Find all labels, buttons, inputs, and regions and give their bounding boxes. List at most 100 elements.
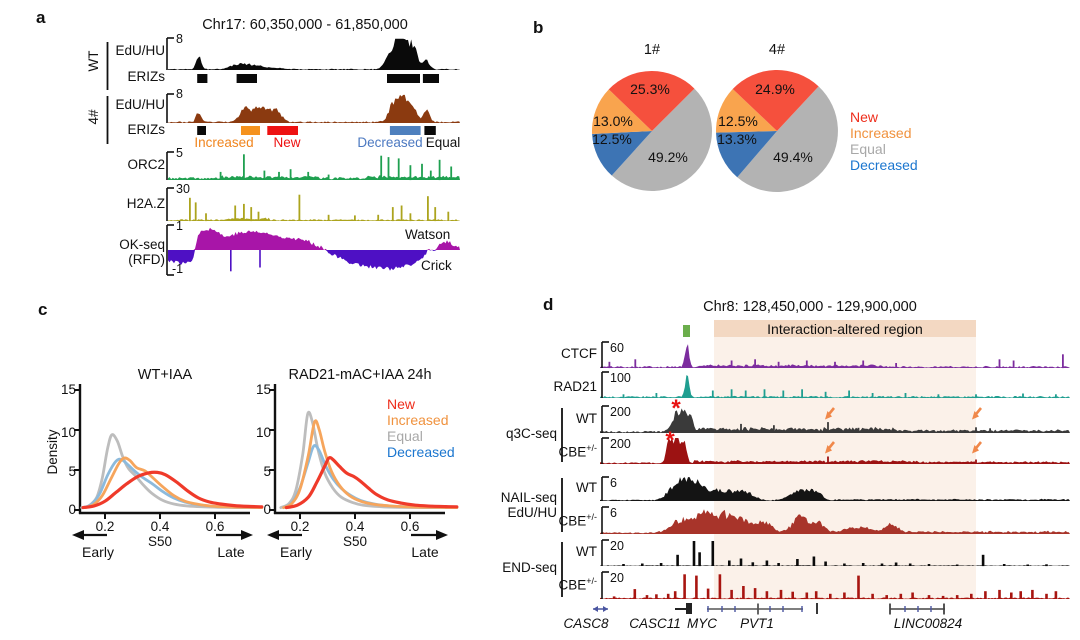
density-curve-new	[284, 455, 459, 510]
legend-b-increased: Increased	[850, 125, 912, 141]
signal-bar	[683, 574, 686, 599]
signal-bar	[984, 591, 987, 599]
scale-ctcf: 60	[610, 341, 624, 355]
signal-spike	[377, 214, 380, 221]
signal-bar	[796, 559, 799, 566]
scale-h2az: 30	[176, 182, 190, 196]
signal-bar	[659, 563, 663, 566]
ytick-10-left: 10	[60, 425, 76, 440]
legend-c-decreased: Decreased	[387, 444, 455, 460]
pie2-label-decreased: 13.3%	[717, 131, 757, 147]
signal-bar	[739, 558, 743, 566]
orange-arrow-head	[972, 411, 979, 420]
xtick-06-right: 0.6	[400, 519, 420, 534]
signal-bar	[730, 589, 733, 599]
signal-spike	[438, 159, 441, 181]
signal-spike	[801, 389, 803, 399]
signal-spike	[1022, 393, 1024, 398]
pie1-title: 1#	[643, 42, 661, 58]
signal-bar	[911, 592, 914, 599]
group-label-q3c: q3C-seq	[505, 426, 557, 441]
signal-spike	[1012, 360, 1015, 368]
signal-spike	[278, 171, 280, 180]
asterisk-marker: *	[671, 395, 681, 422]
signal-bar	[857, 575, 860, 599]
signal-bar	[941, 595, 945, 599]
signal-bar	[927, 564, 931, 566]
signal-spike	[622, 394, 625, 399]
xtick-04-right: 0.4	[345, 519, 365, 534]
eriz-box	[241, 126, 260, 135]
signal-spike	[763, 389, 766, 399]
signal-spike	[263, 170, 266, 180]
signal-spike	[354, 215, 356, 221]
signal-spike	[805, 360, 808, 368]
signal-spike	[989, 428, 991, 433]
ytick-15-right: 15	[255, 382, 271, 397]
scale-nail-cbe: 6	[610, 506, 617, 520]
signal-track	[600, 509, 1070, 534]
signal-bar	[829, 593, 832, 599]
signal-bar	[1010, 592, 1013, 599]
gene-glyph-arrow	[593, 606, 598, 612]
signal-spike	[289, 169, 292, 180]
panel-a-title: Chr17: 60,350,000 - 61,850,000	[202, 17, 408, 33]
signal-spike	[327, 214, 330, 221]
signal-track	[168, 217, 460, 221]
signal-bar	[655, 594, 658, 599]
signal-bar	[894, 562, 898, 566]
ytick-5-right: 5	[263, 464, 271, 479]
pie2-label-increased: 12.5%	[718, 113, 758, 129]
signal-spike	[827, 422, 829, 433]
asterisk-marker: *	[665, 427, 675, 454]
pie2-label-new: 24.9%	[755, 81, 795, 97]
signal-bar	[843, 592, 846, 599]
scale-q3c-wt: 200	[610, 405, 631, 419]
signal-bar	[843, 563, 846, 566]
signal-bar	[666, 593, 670, 599]
cbe-text: CBE	[558, 444, 587, 460]
signal-spike	[243, 154, 245, 180]
signal-spike	[730, 389, 733, 399]
track-label-q3c-cbe: CBE+/-	[537, 444, 597, 460]
pie2-title: 4#	[768, 42, 786, 58]
panel-a-letter: a	[36, 8, 46, 27]
pie-slice-decreased	[592, 131, 652, 176]
group-label-end: END-seq	[502, 560, 557, 575]
rfd-watson	[168, 227, 460, 250]
early-arrow-head	[267, 530, 279, 540]
scale-eduhu-4: 8	[176, 87, 183, 101]
signal-spike	[754, 359, 756, 369]
pie-slice-increased	[592, 89, 652, 135]
pie-slice-equal	[737, 86, 838, 192]
signal-bar	[1026, 564, 1029, 566]
track-label-okseq: OK-seq	[119, 237, 165, 252]
late-label-left: Late	[217, 544, 245, 560]
scale-end-cbe: 20	[610, 571, 624, 585]
signal-bar	[765, 591, 769, 599]
late-arrow-head	[436, 530, 448, 540]
signal-bar	[711, 541, 715, 566]
region-overlay	[714, 337, 976, 600]
gene-label-myc: MYC	[687, 616, 717, 631]
signal-spike	[782, 390, 785, 398]
signal-bar	[1054, 591, 1058, 599]
pie1-label-new: 25.3%	[630, 81, 670, 97]
signal-spike	[773, 425, 775, 433]
signal-track	[600, 477, 1070, 501]
signal-spike	[848, 390, 850, 398]
pie-slice-equal	[611, 88, 713, 192]
signal-bar	[1031, 589, 1034, 599]
signal-spike	[824, 391, 827, 399]
signal-spike	[219, 171, 222, 180]
legend-c-increased: Increased	[387, 412, 449, 428]
signal-spike	[450, 166, 453, 180]
signal-bar	[899, 593, 903, 599]
track-label-eduhu-wt: EdU/HU	[115, 43, 165, 58]
gene-label-pvt1: PVT1	[740, 616, 774, 631]
signal-spike	[205, 213, 207, 222]
signal-spike	[871, 393, 874, 398]
late-label-right: Late	[411, 544, 439, 560]
ytick-10-right: 10	[255, 425, 271, 440]
pie-slice-decreased	[716, 131, 777, 178]
